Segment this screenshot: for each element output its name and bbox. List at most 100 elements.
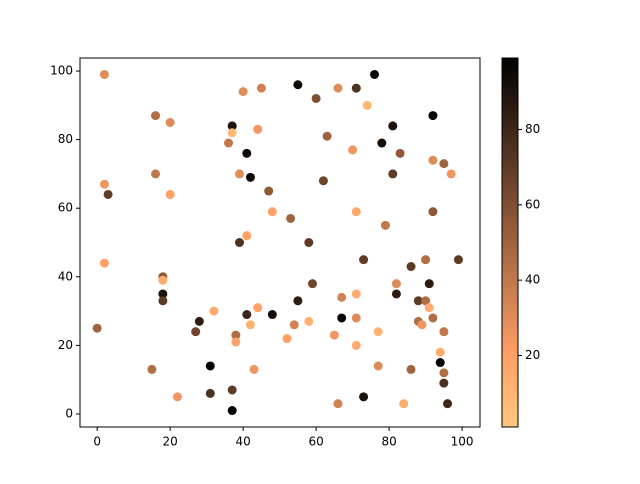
- point: [267, 207, 277, 217]
- point: [231, 337, 241, 347]
- colorbar-tick-label: 40: [525, 273, 540, 287]
- point: [256, 83, 266, 93]
- x-tick-label: 80: [381, 435, 396, 449]
- point: [293, 296, 303, 306]
- point: [151, 111, 161, 121]
- point: [253, 124, 263, 134]
- point: [158, 296, 168, 306]
- point: [282, 334, 292, 344]
- point: [234, 238, 244, 247]
- point: [322, 131, 332, 141]
- point: [242, 148, 252, 158]
- point: [231, 330, 241, 340]
- colorbar-tick-label: 80: [525, 122, 540, 136]
- point: [439, 327, 449, 337]
- point: [286, 213, 296, 223]
- point: [391, 289, 401, 299]
- point: [446, 169, 456, 179]
- x-tick-label: 60: [308, 435, 323, 449]
- point: [191, 327, 201, 337]
- point: [439, 378, 449, 388]
- point: [333, 83, 343, 93]
- point: [337, 313, 347, 323]
- point: [380, 220, 390, 230]
- point: [147, 364, 157, 374]
- point: [428, 313, 438, 323]
- point: [421, 255, 431, 265]
- point: [359, 392, 369, 402]
- point: [453, 255, 463, 265]
- point: [289, 320, 299, 330]
- x-tick-label: 0: [93, 435, 101, 449]
- point: [351, 313, 361, 323]
- point: [439, 159, 449, 169]
- point: [267, 310, 277, 320]
- point: [264, 186, 274, 196]
- point: [242, 231, 252, 241]
- point: [406, 262, 416, 272]
- point: [245, 172, 255, 182]
- point: [329, 330, 339, 340]
- point: [351, 83, 361, 93]
- point: [351, 207, 361, 217]
- point: [205, 361, 215, 371]
- point: [370, 69, 380, 79]
- y-tick-label: 20: [58, 338, 73, 352]
- point: [311, 93, 321, 103]
- point: [304, 316, 314, 326]
- point: [227, 128, 237, 138]
- x-tick-label: 20: [163, 435, 178, 449]
- point: [428, 111, 438, 121]
- point: [424, 279, 434, 289]
- point: [209, 306, 219, 316]
- point: [304, 238, 314, 247]
- point: [99, 69, 109, 79]
- point: [234, 169, 244, 179]
- point: [424, 303, 434, 313]
- point: [227, 385, 237, 395]
- point: [435, 358, 445, 368]
- point: [242, 310, 252, 320]
- axes-frame: [79, 57, 481, 428]
- point: [165, 189, 175, 199]
- point: [205, 388, 215, 398]
- point: [158, 289, 168, 299]
- point: [92, 323, 102, 333]
- point: [413, 296, 423, 306]
- y-tick-label: 100: [50, 64, 73, 78]
- point: [172, 392, 182, 402]
- point: [194, 316, 204, 326]
- point: [348, 145, 358, 155]
- colorbar: [502, 58, 518, 427]
- point: [165, 117, 175, 127]
- point: [337, 292, 347, 302]
- point: [417, 320, 427, 330]
- point: [359, 255, 369, 265]
- point: [388, 121, 398, 131]
- point: [351, 289, 361, 299]
- point: [443, 399, 453, 409]
- point: [293, 80, 303, 90]
- point: [307, 279, 317, 289]
- y-tick-label: 0: [65, 406, 73, 420]
- point: [227, 406, 237, 416]
- point: [151, 169, 161, 179]
- y-tick-label: 40: [58, 269, 73, 283]
- point: [395, 148, 405, 158]
- colorbar-tick-label: 60: [525, 197, 540, 211]
- x-tick-label: 40: [235, 435, 250, 449]
- point: [224, 138, 234, 148]
- point: [373, 361, 383, 371]
- point: [435, 347, 445, 357]
- point: [158, 275, 168, 285]
- point: [406, 364, 416, 374]
- point: [245, 320, 255, 330]
- point: [362, 100, 372, 110]
- point: [428, 207, 438, 217]
- point: [99, 258, 109, 268]
- point: [351, 340, 361, 350]
- point: [227, 121, 237, 131]
- point: [99, 179, 109, 189]
- point: [421, 296, 431, 306]
- point: [333, 399, 343, 409]
